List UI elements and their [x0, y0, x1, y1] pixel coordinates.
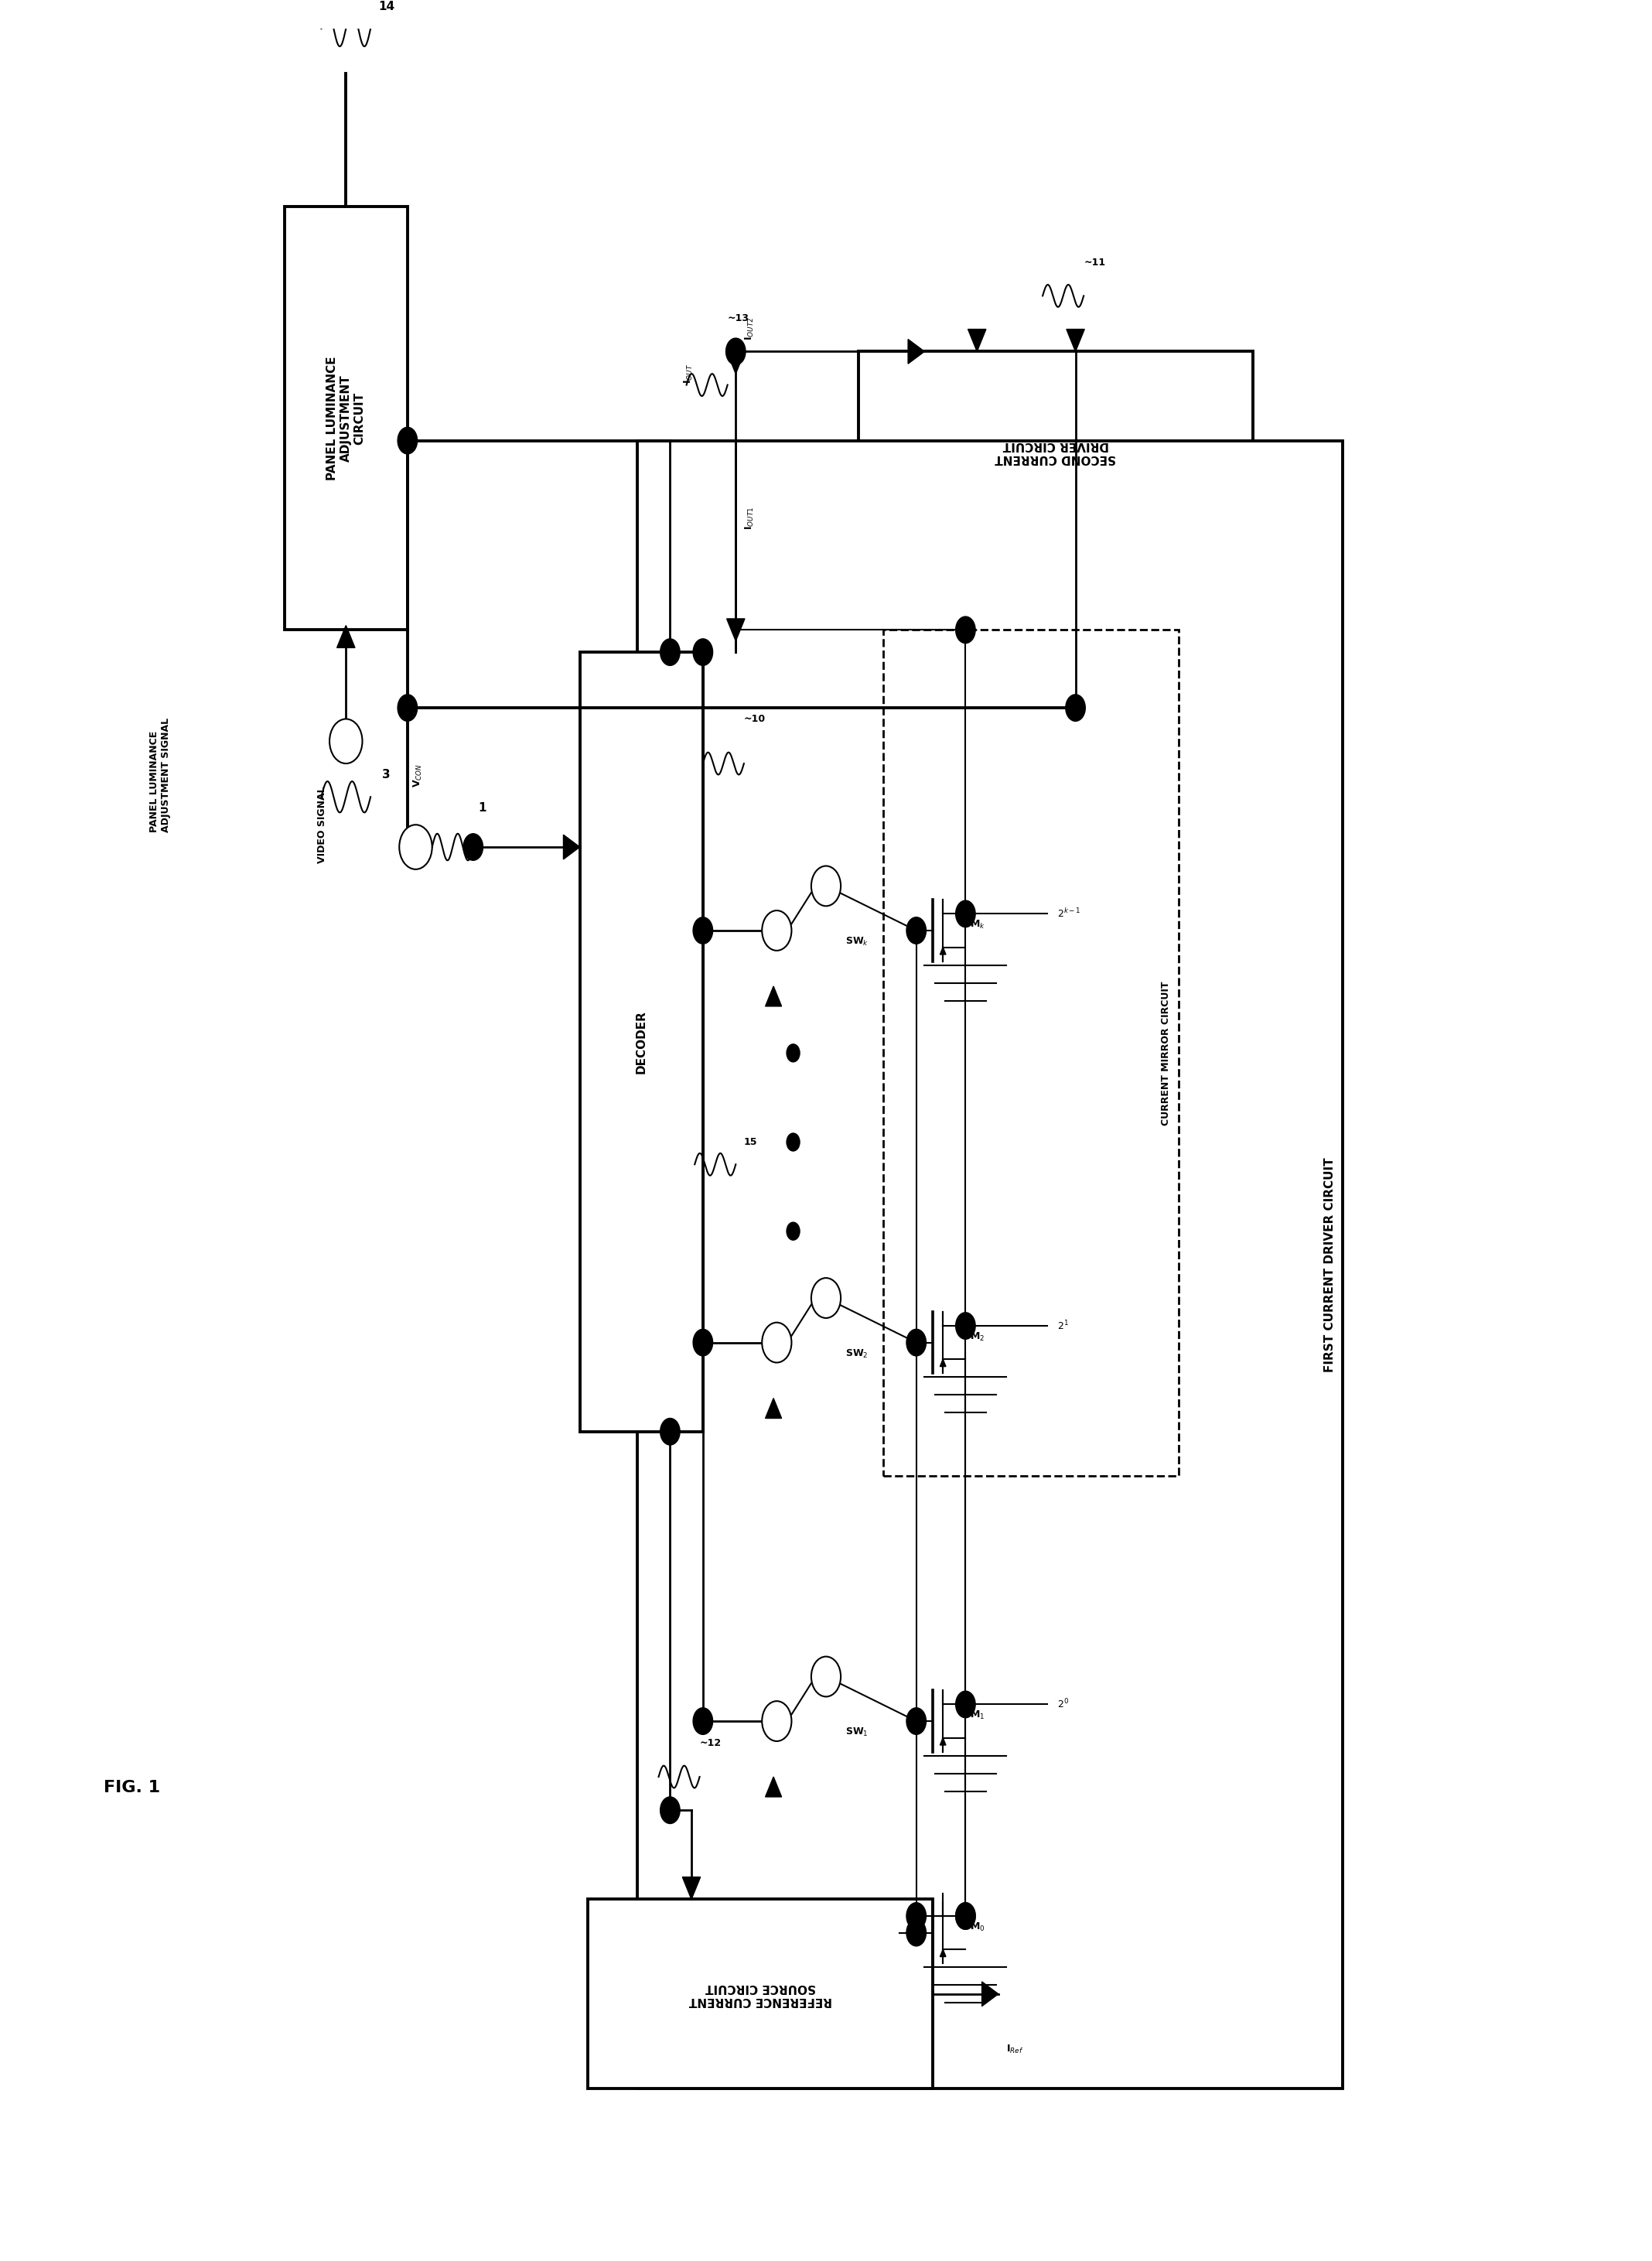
Circle shape: [661, 640, 681, 665]
Text: VIDEO SIGNAL: VIDEO SIGNAL: [317, 787, 327, 864]
Text: $2^{k-1}$: $2^{k-1}$: [1057, 907, 1080, 920]
Circle shape: [694, 1707, 712, 1734]
Circle shape: [786, 1045, 800, 1063]
Polygon shape: [1067, 330, 1084, 350]
Bar: [638, 441, 1343, 2089]
Text: 1: 1: [477, 803, 486, 814]
Text: CURRENT MIRROR CIRCUIT: CURRENT MIRROR CIRCUIT: [1161, 981, 1171, 1126]
Circle shape: [955, 1691, 975, 1718]
Text: M$_k$: M$_k$: [970, 920, 985, 932]
Text: FIRST CURRENT DRIVER CIRCUIT: FIRST CURRENT DRIVER CIRCUIT: [1323, 1158, 1336, 1372]
Circle shape: [955, 1311, 975, 1339]
Circle shape: [811, 1657, 841, 1696]
Polygon shape: [765, 1777, 781, 1797]
Circle shape: [694, 640, 712, 665]
Text: M$_1$: M$_1$: [970, 1709, 985, 1721]
Circle shape: [1066, 694, 1085, 721]
Text: V$_{CON}$: V$_{CON}$: [413, 764, 425, 787]
Circle shape: [955, 900, 975, 927]
Circle shape: [762, 1323, 791, 1363]
Polygon shape: [765, 986, 781, 1006]
Text: M$_2$: M$_2$: [970, 1332, 985, 1343]
Polygon shape: [940, 1949, 947, 1956]
Text: SECOND CURRENT
DRIVER CIRCUIT: SECOND CURRENT DRIVER CIRCUIT: [995, 439, 1117, 464]
Circle shape: [762, 1700, 791, 1741]
Circle shape: [463, 834, 482, 861]
Circle shape: [694, 918, 712, 943]
Circle shape: [955, 617, 975, 642]
Bar: [580, 651, 702, 1431]
Bar: [588, 1899, 933, 2089]
Circle shape: [811, 1277, 841, 1318]
Polygon shape: [940, 947, 947, 954]
Text: 15: 15: [743, 1137, 758, 1146]
Text: REFERENCE CURRENT
SOURCE CIRCUIT: REFERENCE CURRENT SOURCE CIRCUIT: [689, 1981, 833, 2006]
Text: ~11: ~11: [1084, 258, 1105, 267]
Text: FIG. 1: FIG. 1: [104, 1779, 160, 1795]
Polygon shape: [563, 834, 580, 859]
Text: 3: 3: [382, 769, 390, 780]
Circle shape: [398, 694, 418, 721]
Circle shape: [329, 719, 362, 764]
Text: PANEL LUMINANCE
ADJUSTMENT
CIRCUIT: PANEL LUMINANCE ADJUSTMENT CIRCUIT: [327, 357, 365, 479]
Polygon shape: [727, 620, 745, 642]
Circle shape: [725, 339, 745, 364]
Text: SW$_2$: SW$_2$: [846, 1348, 869, 1359]
Bar: [859, 350, 1252, 552]
Polygon shape: [940, 1739, 947, 1745]
Polygon shape: [981, 1981, 998, 2006]
Circle shape: [786, 1223, 800, 1239]
Circle shape: [907, 1904, 927, 1929]
Polygon shape: [727, 350, 745, 373]
Circle shape: [907, 1329, 927, 1357]
Text: I$_{OUT1}$: I$_{OUT1}$: [743, 506, 755, 529]
Text: I$_{OUT2}$: I$_{OUT2}$: [743, 317, 755, 341]
Circle shape: [907, 918, 927, 943]
Text: I$_{OUT}$: I$_{OUT}$: [682, 364, 695, 384]
Circle shape: [811, 866, 841, 907]
Circle shape: [907, 1707, 927, 1734]
Text: ~13: ~13: [727, 312, 748, 323]
Polygon shape: [337, 626, 355, 647]
Circle shape: [907, 1920, 927, 1947]
Text: ~10: ~10: [743, 714, 765, 724]
Circle shape: [400, 825, 433, 868]
Circle shape: [955, 1904, 975, 1929]
Circle shape: [786, 1133, 800, 1151]
Text: $2^0$: $2^0$: [1057, 1698, 1069, 1712]
Circle shape: [661, 1418, 681, 1445]
Text: $2^1$: $2^1$: [1057, 1320, 1069, 1332]
Circle shape: [694, 1329, 712, 1357]
Polygon shape: [968, 330, 986, 350]
Text: PANEL LUMINANCE
ADJUSTMENT SIGNAL: PANEL LUMINANCE ADJUSTMENT SIGNAL: [149, 717, 170, 832]
Text: 14: 14: [378, 0, 395, 11]
Text: I$_{Ref}$: I$_{Ref}$: [1006, 2044, 1024, 2055]
Bar: [284, 206, 408, 631]
Polygon shape: [909, 339, 925, 364]
Circle shape: [762, 911, 791, 950]
Polygon shape: [682, 1877, 700, 1899]
Circle shape: [955, 1904, 975, 1929]
Polygon shape: [765, 1397, 781, 1418]
Text: SW$_k$: SW$_k$: [846, 936, 869, 947]
Bar: [884, 631, 1180, 1476]
Text: SW$_1$: SW$_1$: [846, 1727, 869, 1739]
Text: DECODER: DECODER: [636, 1011, 648, 1074]
Polygon shape: [940, 1359, 947, 1366]
Circle shape: [661, 1797, 681, 1825]
Circle shape: [398, 427, 418, 454]
Text: M$_0$: M$_0$: [970, 1922, 985, 1933]
Text: ~12: ~12: [700, 1739, 722, 1748]
